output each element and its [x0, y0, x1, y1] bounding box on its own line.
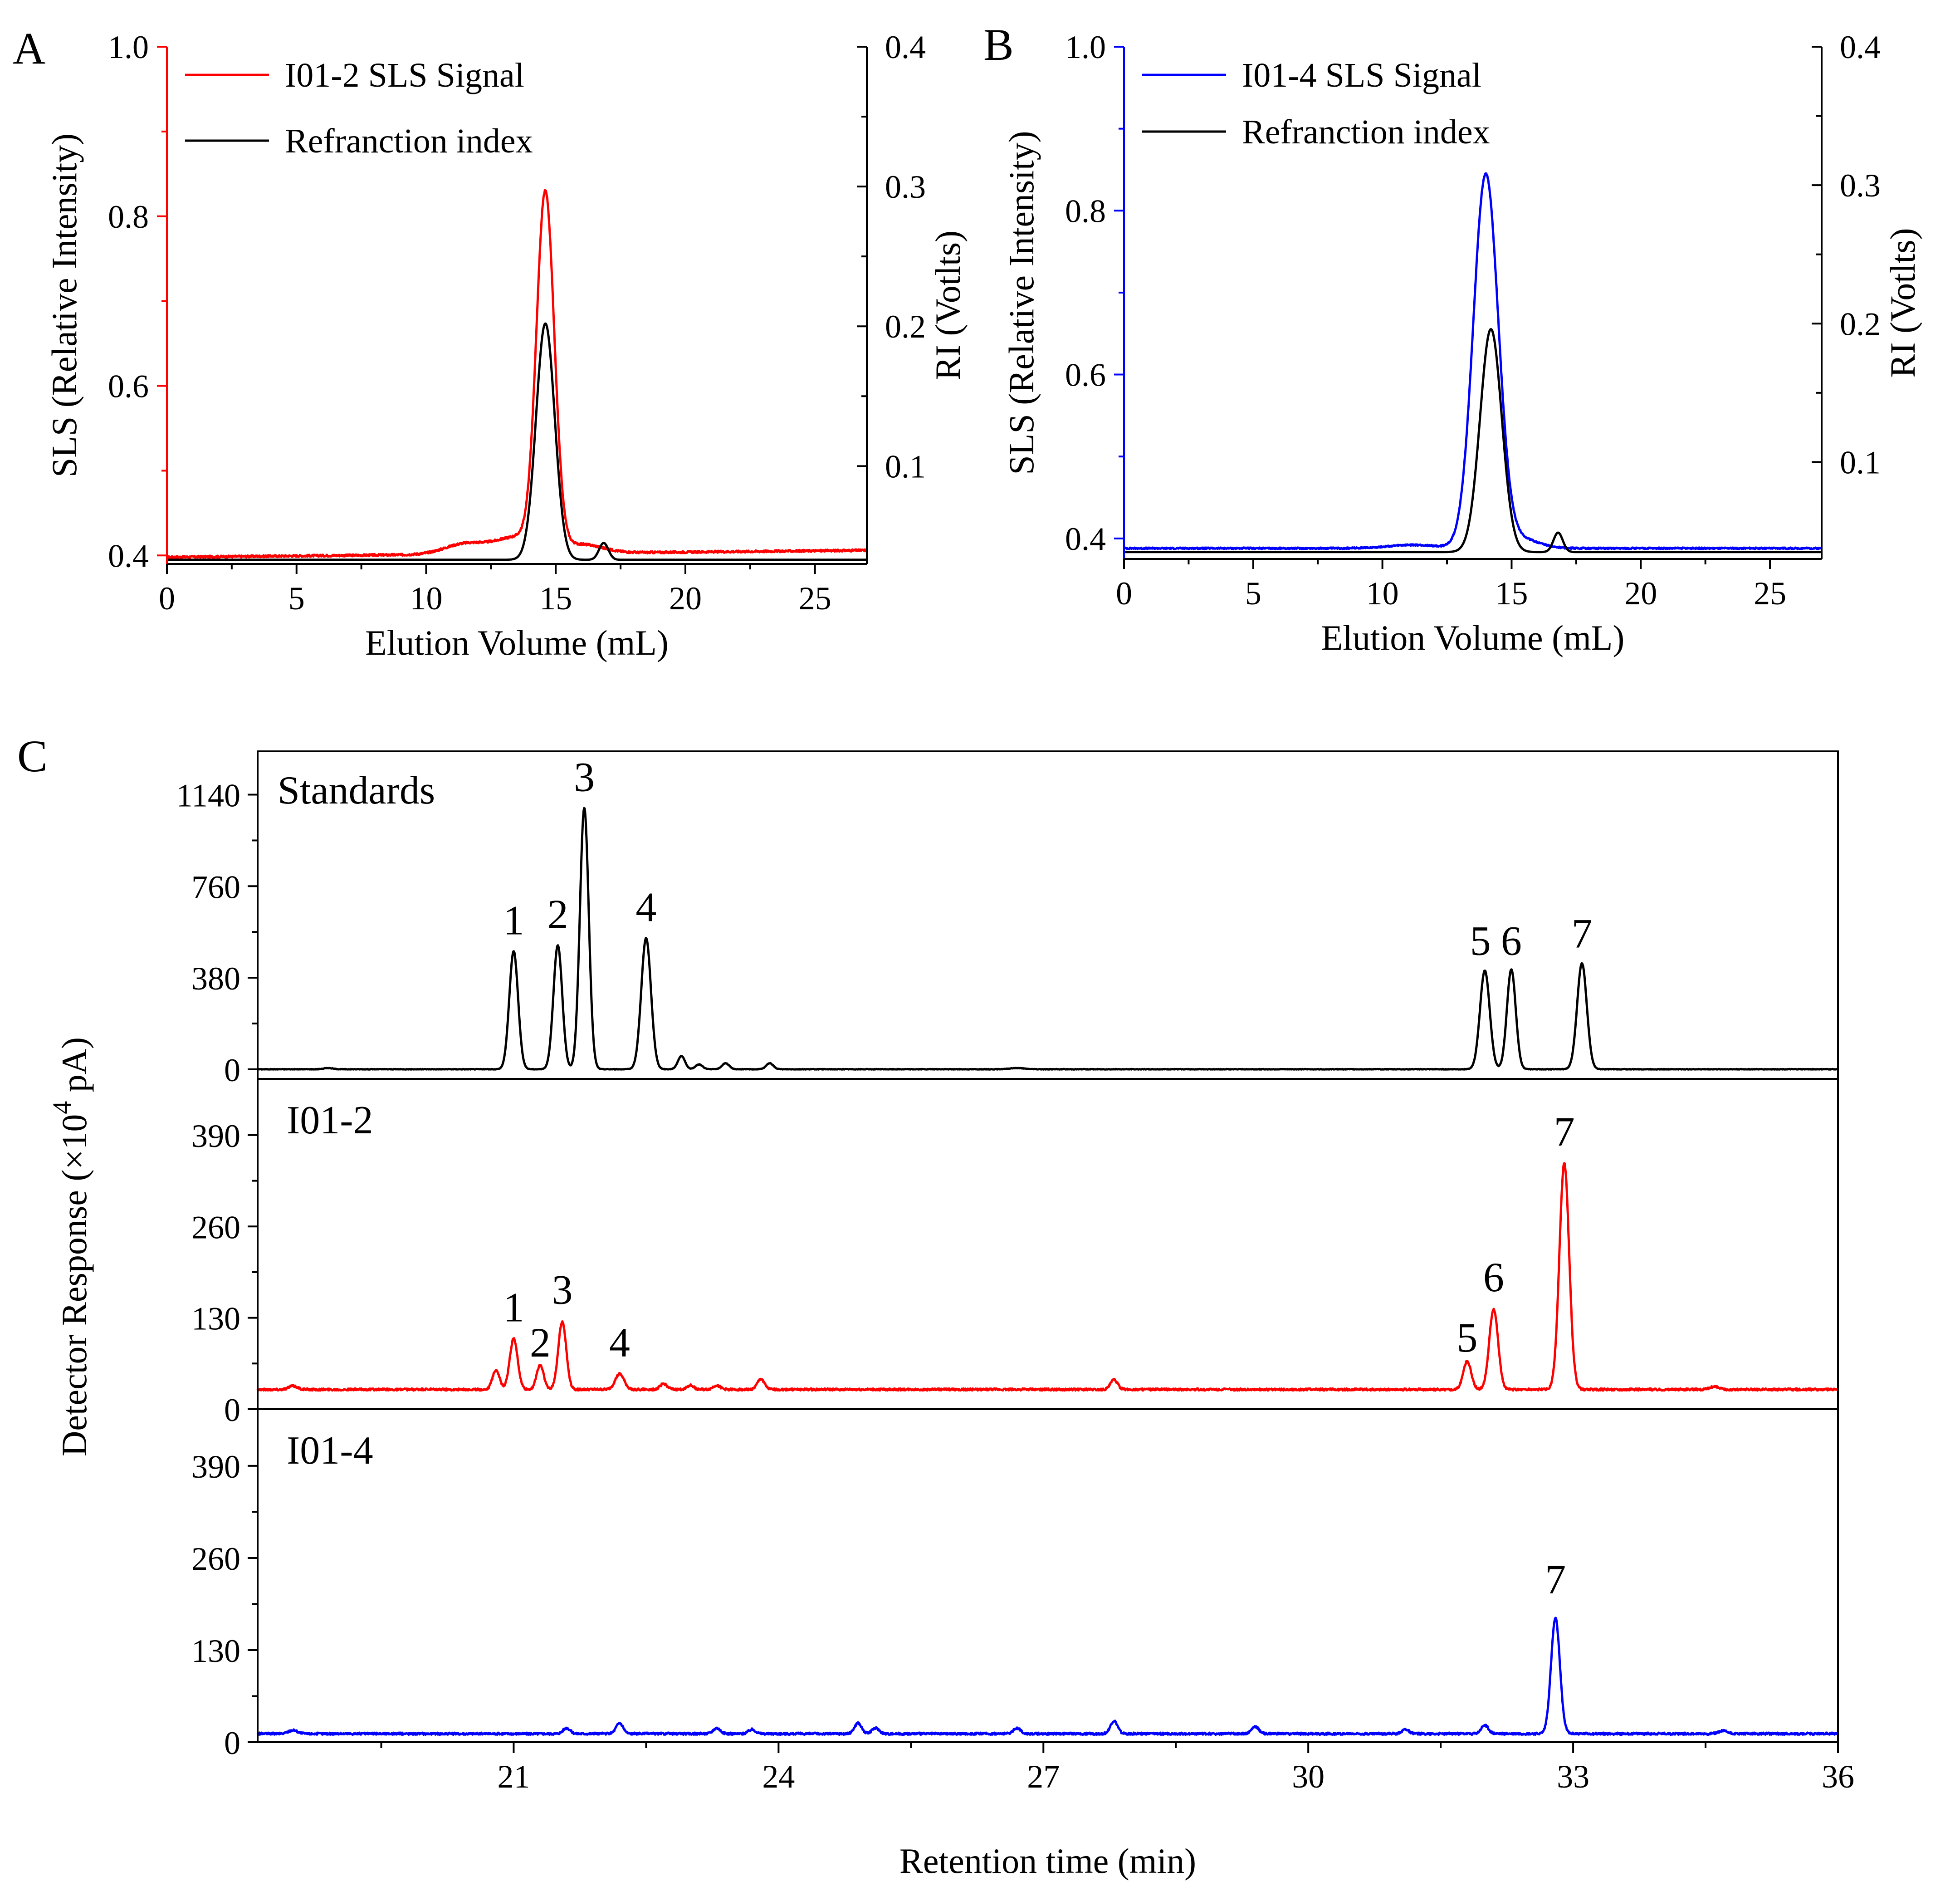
panel-c-i01-4-peak-label: 7	[1545, 1556, 1566, 1602]
panel-c-standards-y-tick-label: 0	[224, 1052, 240, 1088]
panel-b-x-tick-label: 5	[1245, 575, 1261, 612]
panel-c-x-tick-label: 30	[1292, 1759, 1325, 1795]
panel-a-x-tick-label: 15	[539, 580, 572, 617]
panel-c-x-tick-label: 36	[1822, 1759, 1854, 1795]
panel-a-y2-tick-label: 0.3	[885, 169, 926, 205]
panel-c-i01-4-y-tick-label: 390	[191, 1449, 240, 1485]
panel-c-y-label-sup: 4	[47, 1101, 77, 1114]
panel-c-y-label: Detector Response (×104 pA)	[47, 1037, 94, 1456]
panel-c-i01-2-peak-label: 6	[1483, 1254, 1504, 1300]
panel-a-x-tick-label: 20	[669, 580, 702, 617]
panel-c-standards-peak-label: 1	[503, 897, 524, 943]
panel-c-i01-4-y-tick-label: 130	[191, 1633, 240, 1669]
panel-a-y2-label: RI (Votlts)	[928, 230, 968, 380]
panel-c-standards-y-tick-label: 1140	[176, 778, 240, 814]
panel-c-i01-2-peak-label: 2	[530, 1319, 551, 1366]
panel-a-y-label: SLS (Relative Intensity)	[44, 133, 84, 477]
panel-c-standards-peak-label: 4	[635, 884, 656, 930]
panel-b-trace-sls	[1123, 172, 1823, 550]
panel-c-i01-2-peak-label: 4	[609, 1319, 630, 1366]
panel-c-standards-y-tick-label: 380	[191, 960, 240, 997]
panel-b-y-tick-label: 0.6	[1065, 357, 1106, 393]
panel-c-letter: C	[17, 731, 48, 781]
panel-c-i01-2-y-tick-label: 390	[191, 1118, 240, 1154]
panel-a-y-tick-label: 0.4	[108, 538, 149, 574]
panel-c-i01-4-y-tick-label: 0	[224, 1725, 240, 1761]
panel-c-standards-frame	[257, 750, 1839, 1080]
panel-a-trace-ri	[166, 322, 868, 561]
panel-c-standards-trace	[257, 807, 1839, 1071]
panel-c-x-tick-label: 33	[1557, 1759, 1589, 1795]
panel-c-x-tick-label: 24	[762, 1759, 795, 1795]
panel-a-trace-sls	[166, 189, 868, 559]
panel-c-standards-label: Standards	[278, 769, 435, 813]
panel-c-i01-2-label: I01-2	[287, 1098, 373, 1142]
panel-b-y-label: SLS (Relative Intensity)	[1002, 131, 1041, 475]
panel-a-x-tick-label: 0	[159, 580, 175, 617]
panel-b-y-tick-label: 0.8	[1065, 193, 1106, 229]
panel-c-i01-2-y-tick-label: 0	[224, 1392, 240, 1428]
panel-c-standards-peak-label: 7	[1572, 911, 1593, 957]
panel-c-x-tick-label: 21	[497, 1759, 530, 1795]
panel-a-y2-tick-label: 0.1	[885, 448, 926, 485]
panel-a-y2-tick-label: 0.4	[885, 29, 926, 65]
panel-c-i01-2-peak-label: 1	[503, 1284, 524, 1330]
panel-c-i01-4-trace	[256, 1617, 1839, 1736]
panel-c-standards-peak-label: 6	[1501, 918, 1522, 964]
panel-b-trace-ri	[1123, 328, 1823, 554]
panel-c-standards-peak-label: 2	[547, 891, 568, 937]
panel-c-i01-4-label: I01-4	[287, 1429, 373, 1473]
panel-b-letter: B	[983, 20, 1014, 70]
panel-a-x-tick-label: 5	[288, 580, 305, 617]
panel-b-y2-tick-label: 0.1	[1840, 444, 1881, 480]
panel-a-y2-tick-label: 0.2	[885, 309, 926, 345]
panel-b-x-label: Elution Volume (mL)	[1321, 618, 1625, 657]
panel-b-x-tick-label: 25	[1754, 575, 1786, 612]
panel-c-i01-4-y-tick-label: 260	[191, 1541, 240, 1577]
panel-b-y2-tick-label: 0.4	[1840, 29, 1881, 65]
panel-b-legend-label: I01-4 SLS Signal	[1242, 56, 1481, 94]
panel-a-letter: A	[13, 23, 45, 73]
panel-c-standards-peak-label: 5	[1470, 918, 1491, 964]
panel-c-i01-4-frame	[257, 1408, 1839, 1743]
panel-c-i01-2-peak-label: 7	[1554, 1108, 1575, 1155]
panel-b-y2-tick-label: 0.3	[1840, 167, 1881, 204]
panel-b-y2-label: RI (Votlts)	[1883, 228, 1922, 377]
panel-c-standards-y-tick-label: 760	[191, 869, 240, 905]
panel-c-standards-peak-label: 3	[574, 754, 595, 800]
panel-c-i01-2-peak-label: 5	[1457, 1314, 1478, 1361]
panel-c-x-label: Retention time (min)	[899, 1841, 1196, 1881]
panel-b-x-tick-label: 20	[1624, 575, 1657, 612]
panel-c-i01-2-peak-label: 3	[552, 1267, 572, 1313]
panel-a-x-tick-label: 25	[799, 580, 831, 617]
panel-c-y-label-unit: pA)	[54, 1037, 94, 1101]
panel-c-i01-2-y-tick-label: 260	[191, 1209, 240, 1245]
panel-c-i01-2-frame	[257, 1078, 1839, 1410]
panel-b-x-tick-label: 10	[1366, 575, 1399, 612]
panel-a-y-tick-label: 0.6	[108, 368, 149, 405]
panel-a-x-tick-label: 10	[410, 580, 442, 617]
panel-a-y-tick-label: 1.0	[108, 29, 149, 65]
panel-a-legend-label: Refranction index	[285, 122, 533, 160]
panel-a-x-label: Elution Volume (mL)	[365, 623, 669, 662]
panel-a-legend-label: I01-2 SLS Signal	[285, 56, 524, 94]
panel-b-x-tick-label: 0	[1116, 575, 1132, 612]
panel-c-x-tick-label: 27	[1027, 1759, 1060, 1795]
panel-b-legend-label: Refranction index	[1242, 113, 1490, 151]
panel-c-y-label-main: Detector Response (×10	[54, 1114, 94, 1456]
panel-a-y-tick-label: 0.8	[108, 199, 149, 235]
panel-b-y-tick-label: 0.4	[1065, 521, 1106, 557]
panel-c-i01-2-trace	[256, 1162, 1839, 1392]
panel-b-y2-tick-label: 0.2	[1840, 306, 1881, 342]
panel-b-x-tick-label: 15	[1495, 575, 1528, 612]
panel-b-y-tick-label: 1.0	[1065, 29, 1106, 65]
panel-c-i01-2-y-tick-label: 130	[191, 1301, 240, 1337]
